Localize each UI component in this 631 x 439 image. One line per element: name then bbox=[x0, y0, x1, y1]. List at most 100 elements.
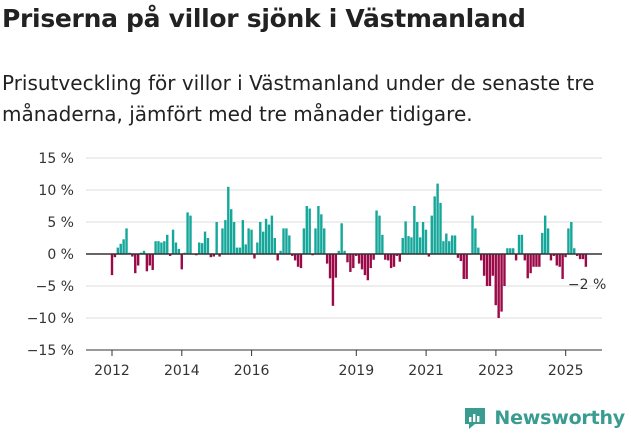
bar bbox=[177, 248, 181, 254]
bar bbox=[404, 221, 407, 254]
bar bbox=[209, 254, 213, 258]
bar bbox=[279, 250, 282, 254]
bar bbox=[511, 248, 515, 254]
bar bbox=[532, 254, 535, 267]
bar bbox=[168, 254, 172, 256]
bar bbox=[157, 241, 160, 254]
bar bbox=[564, 254, 567, 258]
bar bbox=[424, 229, 428, 254]
bar bbox=[485, 254, 489, 286]
bar bbox=[509, 248, 512, 254]
chart-title: Priserna på villor sjönk i Västmanland bbox=[2, 4, 526, 33]
bar bbox=[354, 254, 358, 256]
bar bbox=[482, 254, 486, 276]
newsworthy-brand: Newsworthy bbox=[462, 405, 625, 431]
bar bbox=[418, 237, 422, 254]
bar bbox=[386, 254, 390, 261]
bar bbox=[416, 222, 419, 254]
bars bbox=[110, 183, 588, 318]
bar bbox=[264, 218, 268, 254]
bar bbox=[343, 250, 346, 254]
bar bbox=[134, 254, 137, 274]
bar bbox=[442, 241, 445, 254]
bar bbox=[136, 254, 140, 266]
bar bbox=[337, 250, 340, 254]
y-tick-label: −15 % bbox=[27, 343, 74, 359]
bar bbox=[378, 215, 381, 254]
bar bbox=[270, 215, 274, 254]
bar bbox=[110, 254, 114, 276]
bar bbox=[186, 212, 189, 254]
bar bbox=[398, 254, 402, 262]
bar bbox=[229, 209, 233, 254]
bar bbox=[267, 224, 271, 254]
bar bbox=[503, 254, 506, 286]
bar bbox=[323, 228, 326, 254]
bar bbox=[174, 242, 178, 254]
bar bbox=[247, 228, 250, 254]
bar bbox=[474, 228, 477, 254]
y-tick-label: −10 % bbox=[27, 311, 74, 327]
bar bbox=[232, 222, 236, 254]
bar bbox=[235, 247, 239, 254]
bar bbox=[250, 229, 253, 254]
x-tick-label: 2016 bbox=[234, 363, 270, 379]
bar bbox=[439, 202, 442, 254]
x-axis-ticks: 2012 2014 2016 2019 2021 2023 2025 bbox=[94, 350, 584, 379]
bar bbox=[296, 254, 300, 267]
bar bbox=[543, 215, 547, 254]
bar bbox=[227, 186, 230, 254]
x-tick-label: 2014 bbox=[164, 363, 200, 379]
bar bbox=[325, 254, 329, 264]
y-tick-label: −5 % bbox=[36, 279, 74, 295]
bar bbox=[497, 254, 500, 318]
bar bbox=[151, 254, 154, 270]
bar bbox=[116, 247, 120, 254]
bar bbox=[549, 254, 553, 261]
bar bbox=[145, 254, 149, 272]
bar bbox=[253, 254, 256, 259]
bar bbox=[308, 208, 311, 254]
bar bbox=[352, 254, 355, 269]
bar bbox=[203, 231, 207, 254]
bar bbox=[154, 241, 157, 254]
bar bbox=[261, 231, 265, 254]
bar bbox=[445, 233, 448, 254]
bar bbox=[480, 254, 483, 261]
bar bbox=[526, 254, 529, 279]
bar bbox=[122, 239, 125, 254]
bar bbox=[357, 254, 361, 264]
chart-subtitle: Prisutveckling för villor i Västmanland … bbox=[2, 71, 595, 126]
bar bbox=[125, 228, 128, 254]
bar bbox=[546, 228, 550, 254]
bar bbox=[314, 228, 317, 254]
x-tick-label: 2025 bbox=[548, 363, 584, 379]
x-tick-label: 2019 bbox=[338, 363, 374, 379]
bar bbox=[113, 254, 117, 258]
bar bbox=[259, 222, 262, 254]
bar bbox=[372, 254, 375, 260]
y-tick-label: 0 % bbox=[47, 247, 74, 263]
bar bbox=[328, 254, 332, 279]
bar bbox=[581, 254, 585, 260]
bar bbox=[320, 214, 323, 254]
bar bbox=[238, 247, 242, 254]
y-tick-label: 5 % bbox=[47, 215, 74, 231]
bar bbox=[200, 243, 204, 254]
bar bbox=[500, 254, 503, 312]
bar bbox=[450, 235, 454, 254]
bar bbox=[273, 238, 277, 254]
bar bbox=[215, 222, 218, 254]
bar bbox=[349, 254, 352, 272]
bar bbox=[575, 254, 579, 256]
bar bbox=[346, 254, 349, 263]
bar bbox=[584, 254, 588, 267]
bar bbox=[305, 206, 308, 254]
bar bbox=[578, 254, 582, 260]
bar bbox=[163, 241, 166, 254]
x-tick-label: 2021 bbox=[408, 363, 444, 379]
bar bbox=[459, 254, 463, 262]
bar bbox=[462, 254, 465, 279]
x-tick-label: 2012 bbox=[94, 363, 130, 379]
bar bbox=[558, 254, 561, 267]
